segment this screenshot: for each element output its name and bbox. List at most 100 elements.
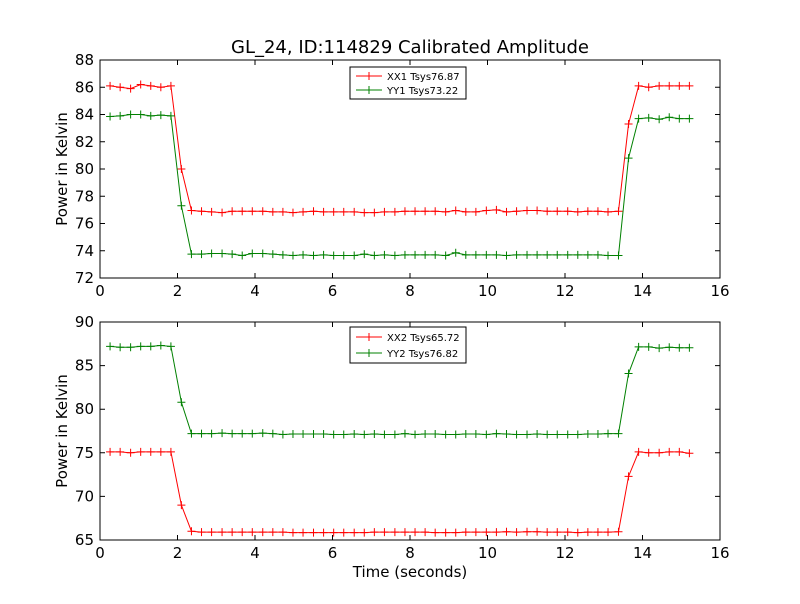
data-point — [156, 111, 165, 120]
data-point — [116, 83, 125, 92]
data-point — [370, 528, 379, 537]
data-point — [380, 250, 389, 259]
data-point — [614, 207, 623, 216]
legend-line — [356, 333, 382, 341]
data-point — [634, 81, 643, 90]
data-point — [116, 111, 125, 120]
data-point — [177, 398, 186, 407]
x-tick-label: 4 — [250, 282, 260, 300]
data-point — [634, 342, 643, 351]
data-point — [644, 342, 653, 351]
y-tick-label: 88 — [75, 51, 94, 69]
data-point — [156, 83, 165, 92]
data-point — [278, 528, 287, 537]
data-point — [248, 429, 257, 438]
data-point — [461, 430, 470, 439]
legend-line — [356, 72, 382, 80]
data-point — [431, 528, 440, 537]
data-point — [451, 528, 460, 537]
y-tick-label: 78 — [75, 187, 94, 205]
data-point — [218, 429, 227, 438]
data-point — [268, 207, 277, 216]
y-tick-label: 70 — [75, 487, 94, 505]
y-tick-label: 85 — [75, 357, 94, 375]
data-point — [655, 81, 664, 90]
data-point — [492, 429, 501, 438]
data-point — [126, 343, 135, 352]
data-point — [675, 114, 684, 123]
x-tick-label: 8 — [405, 282, 415, 300]
data-point — [146, 447, 155, 456]
data-point — [655, 344, 664, 353]
data-point — [502, 207, 511, 216]
data-point — [106, 112, 115, 121]
data-point — [218, 249, 227, 258]
data-point — [471, 250, 480, 259]
data-point — [258, 249, 267, 258]
x-tick-label: 14 — [633, 282, 652, 300]
data-point — [634, 114, 643, 123]
data-point — [380, 430, 389, 439]
data-point — [207, 249, 216, 258]
data-point — [644, 83, 653, 92]
data-point — [156, 341, 165, 350]
legend-entry: YY1 Tsys73.22 — [386, 86, 458, 97]
data-point — [482, 528, 491, 537]
data-point — [624, 120, 633, 129]
data-point — [126, 84, 135, 93]
x-tick-label: 6 — [328, 282, 338, 300]
data-point — [309, 430, 318, 439]
series-line-yy1 — [110, 114, 690, 257]
y-tick-label: 82 — [75, 133, 94, 151]
data-point — [655, 115, 664, 124]
data-point — [451, 248, 460, 257]
data-point — [665, 447, 674, 456]
data-point — [502, 430, 511, 439]
data-point — [299, 430, 308, 439]
data-point — [177, 501, 186, 510]
data-point — [665, 113, 674, 122]
data-point — [339, 430, 348, 439]
data-point — [146, 342, 155, 351]
data-point — [329, 251, 338, 260]
y-tick-label: 75 — [75, 444, 94, 462]
data-point — [106, 342, 115, 351]
data-point — [248, 249, 257, 258]
data-point — [177, 201, 186, 210]
data-point — [614, 429, 623, 438]
data-point — [583, 528, 592, 537]
data-point — [543, 528, 552, 537]
y-tick-label: 90 — [75, 313, 94, 331]
y-axis-label: Power in Kelvin — [53, 112, 71, 226]
y-tick-label: 84 — [75, 106, 94, 124]
data-point — [604, 429, 613, 438]
data-point — [441, 430, 450, 439]
data-point — [258, 207, 267, 216]
data-point — [350, 207, 359, 216]
data-point — [390, 528, 399, 537]
series-line-yy2 — [110, 345, 690, 435]
data-point — [502, 251, 511, 260]
data-point — [339, 251, 348, 260]
data-point — [400, 429, 409, 438]
data-point — [238, 528, 247, 537]
data-point — [451, 206, 460, 215]
data-point — [299, 528, 308, 537]
data-point — [319, 207, 328, 216]
data-point — [360, 250, 369, 259]
data-point — [197, 429, 206, 438]
series-line-xx2 — [110, 451, 690, 534]
data-point — [421, 528, 430, 537]
data-point — [360, 430, 369, 439]
data-point — [533, 527, 542, 536]
data-point — [350, 251, 359, 260]
data-point — [339, 528, 348, 537]
data-point — [593, 207, 602, 216]
data-point — [166, 447, 175, 456]
data-point — [278, 207, 287, 216]
data-point — [207, 429, 216, 438]
x-tick-label: 2 — [173, 544, 183, 562]
data-point — [126, 448, 135, 457]
data-point — [187, 250, 196, 259]
data-point — [319, 528, 328, 537]
